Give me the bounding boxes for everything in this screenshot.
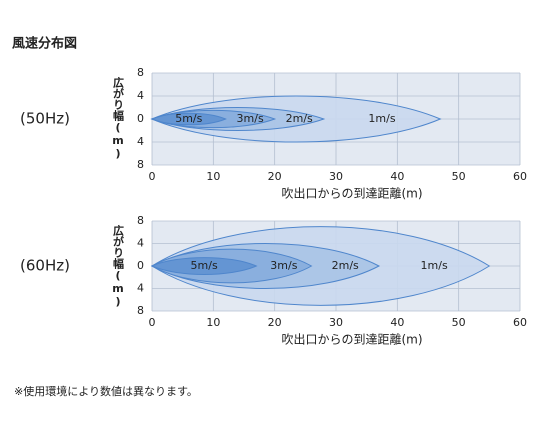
- x-tick-label: 50: [452, 316, 466, 329]
- y-tick-label: 0: [137, 259, 144, 272]
- y-tick-label: 8: [137, 158, 144, 171]
- series-label: 5m/s: [175, 112, 202, 125]
- x-tick-label: 60: [513, 170, 527, 183]
- y-tick-label: 8: [137, 66, 144, 79]
- series-label: 2m/s: [332, 259, 359, 272]
- series-label: 1m/s: [421, 259, 448, 272]
- chart-label: (50Hz): [20, 110, 70, 128]
- x-tick-label: 30: [329, 316, 343, 329]
- x-axis-label: 吹出口からの到達距離(m): [281, 333, 422, 347]
- x-tick-label: 20: [268, 170, 282, 183]
- x-tick-label: 10: [206, 316, 220, 329]
- chart-label: (60Hz): [20, 257, 70, 275]
- series-label: 3m/s: [270, 259, 297, 272]
- y-tick-label: 8: [137, 214, 144, 227]
- spread-area: [150, 112, 227, 126]
- footnote: ※使用環境により数値は異なります。: [14, 384, 198, 398]
- y-tick-label: 4: [137, 237, 144, 250]
- series-label: 5m/s: [191, 259, 218, 272]
- x-tick-label: 40: [390, 316, 404, 329]
- y-axis-label: 広がり幅(m): [112, 76, 125, 160]
- series-label: 2m/s: [286, 112, 313, 125]
- x-tick-label: 0: [149, 170, 156, 183]
- x-axis-label: 吹出口からの到達距離(m): [281, 187, 422, 201]
- y-axis-label: 広がり幅(m): [112, 224, 125, 308]
- series-label: 3m/s: [237, 112, 264, 125]
- y-tick-label: 4: [137, 89, 144, 102]
- x-tick-label: 30: [329, 170, 343, 183]
- x-tick-label: 60: [513, 316, 527, 329]
- series-label: 1m/s: [368, 112, 395, 125]
- x-tick-label: 50: [452, 170, 466, 183]
- y-tick-label: 8: [137, 304, 144, 317]
- spread-area: [150, 257, 258, 275]
- y-tick-label: 4: [137, 135, 144, 148]
- x-tick-label: 0: [149, 316, 156, 329]
- y-tick-label: 4: [137, 282, 144, 295]
- x-tick-label: 10: [206, 170, 220, 183]
- x-tick-label: 20: [268, 316, 282, 329]
- y-tick-label: 0: [137, 112, 144, 125]
- page-title: 風速分布図: [12, 36, 77, 52]
- x-tick-label: 40: [390, 170, 404, 183]
